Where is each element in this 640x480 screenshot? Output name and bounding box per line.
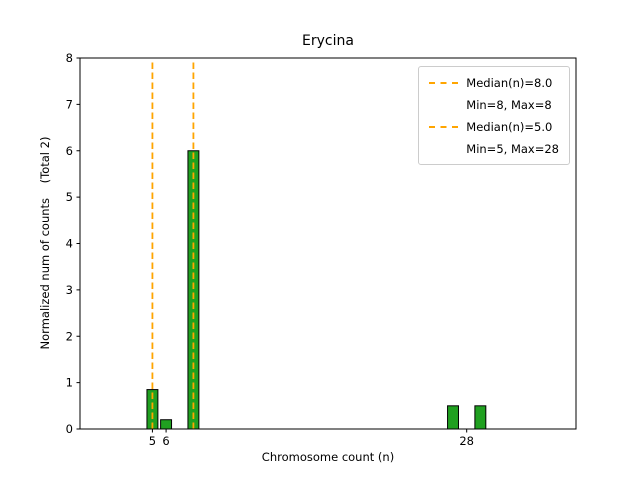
chart-title: Erycina [302, 33, 354, 49]
y-tick-label: 0 [66, 422, 73, 436]
y-tick-label: 6 [66, 144, 73, 158]
legend-label: Median(n)=8.0 [466, 75, 553, 90]
legend-entry: Median(n)=5.0 [429, 119, 559, 134]
x-tick-label: 28 [459, 434, 474, 448]
x-axis-label: Chromosome count (n) [261, 450, 395, 464]
y-tick-label: 4 [66, 237, 73, 251]
x-tick-label: 6 [162, 434, 169, 448]
legend-dashed-line-swatch [429, 125, 459, 128]
x-tick-label: 5 [149, 434, 156, 448]
bar-x29 [474, 405, 487, 430]
legend-label: Min=5, Max=28 [466, 141, 559, 156]
legend-label: Median(n)=5.0 [466, 119, 553, 134]
legend-label: Min=8, Max=8 [466, 97, 552, 112]
y-axis-label: Normalized num of counts (Total 2) [38, 136, 52, 350]
legend-entry: Min=5, Max=28 [429, 141, 559, 156]
y-tick-label: 1 [66, 376, 73, 390]
legend-entry: Min=8, Max=8 [429, 97, 559, 112]
legend: Median(n)=8.0 Min=8, Max=8 Median(n)=5.0 Mi… [418, 66, 570, 165]
y-tick-label: 2 [66, 329, 73, 343]
bar-x27 [447, 405, 459, 430]
bar-x6 [160, 419, 173, 430]
legend-dashed-line-swatch [429, 81, 459, 84]
y-tick-label: 5 [66, 190, 73, 204]
legend-entry: Median(n)=8.0 [429, 75, 559, 90]
y-tick-label: 8 [66, 51, 73, 65]
y-tick-label: 3 [66, 283, 73, 297]
y-tick-label: 7 [66, 97, 73, 111]
